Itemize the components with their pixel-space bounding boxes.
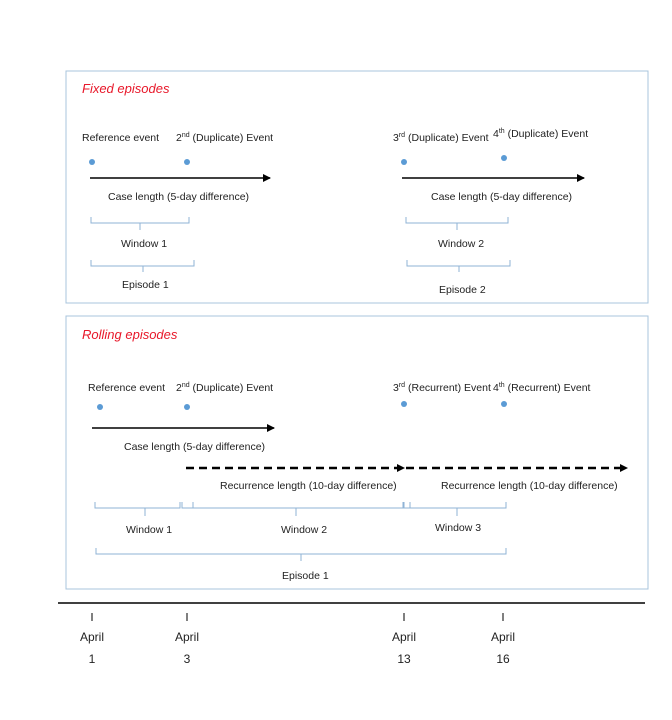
fixed-episodes-title: Fixed episodes	[82, 81, 170, 96]
rolling-event-2-label: 2nd (Duplicate) Event	[176, 382, 273, 394]
rolling-event-4-label: 4th (Recurrent) Event	[493, 382, 591, 394]
rolling-event-3-label: 3rd (Recurrent) Event	[393, 382, 491, 394]
timeline-day-4: 16	[496, 652, 510, 666]
timeline-month-2: April	[175, 630, 199, 644]
fixed-episode-2-bracket	[406, 260, 511, 272]
rolling-window-2-bracket	[181, 502, 404, 516]
timeline-month-1: April	[80, 630, 104, 644]
fixed-episode-2-label: Episode 2	[439, 284, 486, 296]
rolling-case-length-label: Case length (5-day difference)	[124, 441, 265, 453]
rolling-event-4-dot	[501, 401, 507, 407]
rolling-episodes-panel	[65, 315, 649, 590]
fixed-event-4-label: 4th (Duplicate) Event	[493, 128, 588, 140]
fixed-event-3-label: 3rd (Duplicate) Event	[393, 132, 489, 144]
fixed-window-2-label: Window 2	[438, 238, 484, 250]
fixed-window-2-bracket	[405, 217, 509, 230]
rolling-window-2-label: Window 2	[281, 524, 327, 536]
rolling-episode-1-label: Episode 1	[282, 570, 329, 582]
fixed-event-1-label: Reference event	[82, 132, 159, 144]
fixed-case-length-label-2: Case length (5-day difference)	[431, 191, 572, 203]
rolling-window-3-label: Window 3	[435, 522, 481, 534]
timeline-month-3: April	[392, 630, 416, 644]
rolling-episode-1-bracket	[95, 548, 507, 561]
fixed-window-1-label: Window 1	[121, 238, 167, 250]
fixed-event-3-dot	[401, 159, 407, 165]
fixed-window-1-bracket	[90, 217, 190, 230]
fixed-event-1-dot	[89, 159, 95, 165]
fixed-episode-1-label: Episode 1	[122, 279, 169, 291]
fixed-episodes-panel	[65, 70, 649, 304]
rolling-episodes-title: Rolling episodes	[82, 327, 178, 342]
rolling-event-1-dot	[97, 404, 103, 410]
rolling-window-3-bracket	[403, 502, 507, 516]
rolling-event-1-label: Reference event	[88, 382, 165, 394]
fixed-episode-1-bracket	[90, 260, 195, 272]
fixed-case-length-label-1: Case length (5-day difference)	[108, 191, 249, 203]
rolling-event-3-dot	[401, 401, 407, 407]
rolling-event-2-dot	[184, 404, 190, 410]
rolling-window-1-label: Window 1	[126, 524, 172, 536]
rolling-recurrence-label-2: Recurrence length (10-day difference)	[441, 480, 618, 492]
timeline-day-3: 13	[397, 652, 411, 666]
rolling-window-1-bracket	[94, 502, 181, 516]
fixed-event-4-dot	[501, 155, 507, 161]
rolling-recurrence-label-1: Recurrence length (10-day difference)	[220, 480, 397, 492]
timeline-day-1: 1	[89, 652, 96, 666]
timeline-month-4: April	[491, 630, 515, 644]
fixed-event-2-dot	[184, 159, 190, 165]
timeline-day-2: 3	[184, 652, 191, 666]
fixed-event-2-label: 2nd (Duplicate) Event	[176, 132, 273, 144]
